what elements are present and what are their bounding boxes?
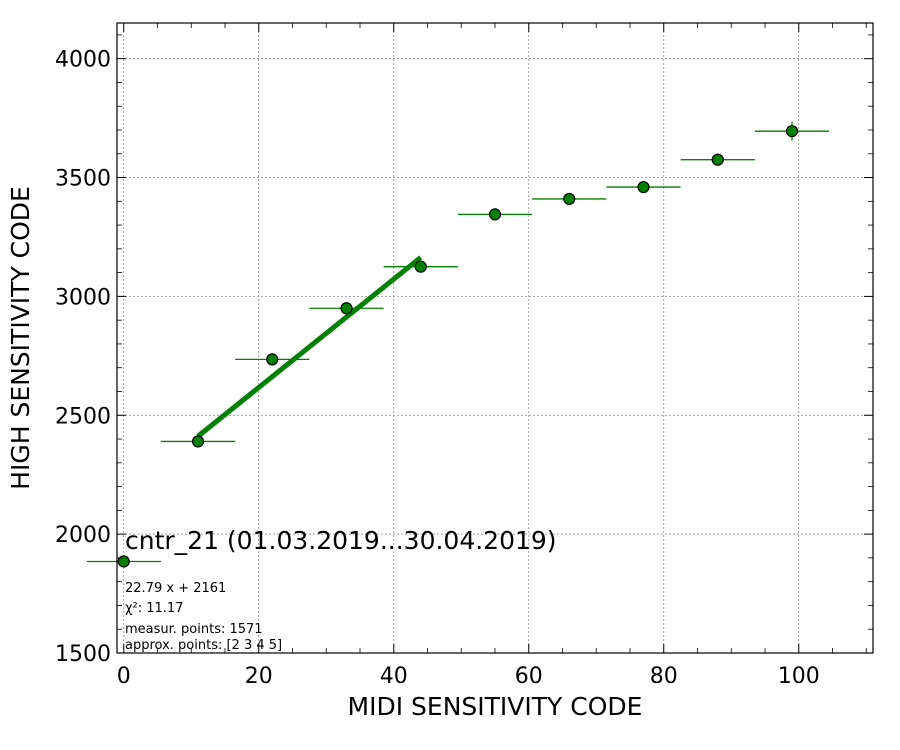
data-point	[488, 208, 502, 221]
fit-line	[196, 255, 423, 439]
chi-square: χ²: 11.17	[125, 601, 183, 616]
data-points	[117, 125, 799, 568]
y-tick-label: 3500	[55, 167, 111, 192]
x-axis-label: MIDI SENSITIVITY CODE	[348, 692, 643, 721]
fit-equation: 22.79 x + 2161	[125, 581, 226, 596]
data-point	[711, 153, 724, 166]
chart-title: cntr_21 (01.03.2019...30.04.2019)	[125, 526, 557, 555]
y-tick-label: 2000	[55, 523, 111, 548]
y-tick-label: 1500	[55, 642, 111, 667]
annotation-block: 22.79 x + 2161 χ²: 11.17 measur. points:…	[125, 581, 282, 653]
y-tick-label: 2500	[55, 404, 111, 429]
x-tick-label: 20	[245, 664, 273, 689]
data-point	[340, 302, 353, 315]
data-point	[414, 260, 427, 273]
ticks	[117, 23, 873, 654]
y-axis-label: HIGH SENSITIVITY CODE	[6, 186, 35, 490]
y-tick-label: 3000	[55, 285, 111, 310]
x-tick-label: 60	[515, 664, 543, 689]
approx-points: approx. points: [2 3 4 5]	[125, 638, 282, 653]
data-point	[563, 192, 576, 206]
y-tick-label: 4000	[55, 48, 111, 73]
data-point	[266, 353, 279, 366]
x-tick-label: 80	[650, 664, 678, 689]
tick-labels: 0 20 40 60 80 100 1500 2000 2500 3000 3500 4000	[55, 48, 820, 689]
x-tick-label: 0	[117, 664, 131, 689]
data-point	[191, 435, 205, 448]
measur-points: measur. points: 1571	[125, 622, 263, 637]
grid	[117, 23, 873, 654]
fit-line-group	[196, 255, 423, 439]
x-tick-label: 40	[380, 664, 408, 689]
data-point	[785, 125, 799, 138]
data-point	[637, 180, 650, 194]
plot-frame	[116, 22, 874, 654]
data-point	[117, 555, 130, 568]
error-bars	[86, 121, 830, 563]
x-tick-label: 100	[778, 664, 820, 689]
